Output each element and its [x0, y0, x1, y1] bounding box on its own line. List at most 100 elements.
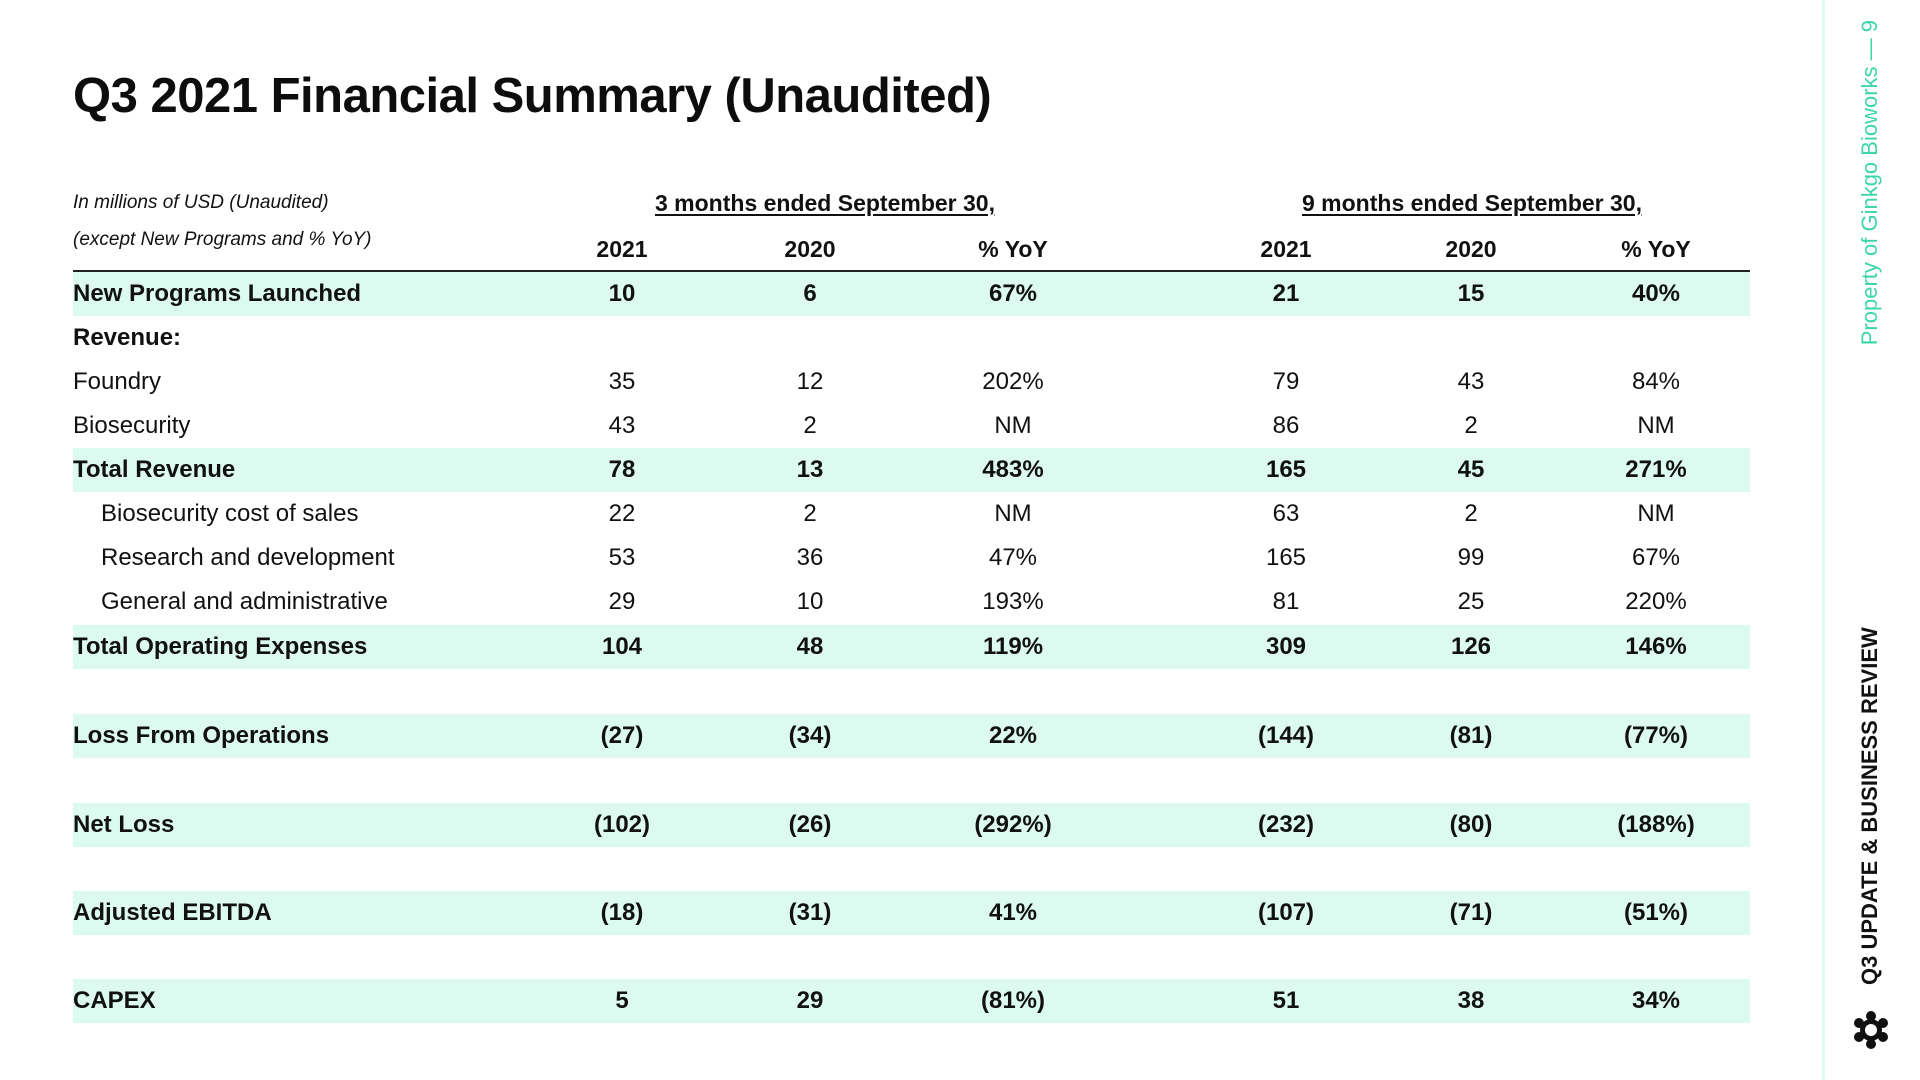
cell-9m-2021: (144) [1257, 722, 1315, 749]
col-header-3m-2021: 2021 [596, 236, 648, 262]
cell-3m-yoy: 22% [988, 722, 1038, 749]
cell-3m-yoy: 47% [988, 544, 1038, 571]
table-row-biosecurity-cost-of-sales: Biosecurity cost of sales 22 2 NM 63 2 N… [73, 492, 1750, 536]
cell-3m-2021: 53 [608, 544, 636, 571]
cell-3m-2021: 35 [608, 368, 636, 395]
cell-3m-2021: 29 [608, 588, 636, 615]
col-header-9m-2020: 2020 [1445, 236, 1497, 262]
cell-9m-2021: 165 [1265, 544, 1307, 571]
cell-3m-yoy: NM [994, 500, 1032, 527]
units-note-exceptions: (except New Programs and % YoY) [73, 229, 372, 250]
cell-3m-yoy: NM [994, 412, 1032, 439]
cell-3m-2020: 13 [796, 456, 824, 483]
row-label: Loss From Operations [73, 722, 330, 749]
ginkgo-logo-icon [1854, 1011, 1888, 1049]
cell-3m-2020: (31) [788, 899, 832, 926]
cell-9m-2020: 15 [1457, 280, 1485, 307]
cell-9m-2021: 51 [1272, 987, 1300, 1014]
cell-9m-yoy: 40% [1631, 280, 1681, 307]
cell-9m-2020: 2 [1464, 500, 1478, 527]
table-row-adjusted-ebitda: Adjusted EBITDA (18) (31) 41% (107) (71)… [73, 891, 1750, 935]
cell-3m-yoy: 483% [982, 456, 1044, 483]
header-divider [73, 270, 1750, 272]
cell-9m-2020: 45 [1457, 456, 1485, 483]
table-row-loss-from-operations: Loss From Operations (27) (34) 22% (144)… [73, 714, 1750, 758]
cell-3m-yoy: (81%) [980, 987, 1046, 1014]
cell-3m-2021: 10 [608, 280, 636, 307]
cell-3m-yoy: (292%) [974, 811, 1052, 838]
cell-9m-2020: 43 [1457, 368, 1485, 395]
cell-3m-2021: 43 [608, 412, 636, 439]
cell-3m-yoy: 67% [988, 280, 1038, 307]
cell-9m-yoy: NM [1637, 412, 1675, 439]
three-months-heading: 3 months ended September 30, [655, 190, 995, 216]
table-row-biosecurity: Biosecurity 43 2 NM 86 2 NM [73, 404, 1750, 448]
cell-3m-2020: 10 [796, 588, 824, 615]
row-label: General and administrative [101, 588, 388, 615]
col-header-3m-2020: 2020 [784, 236, 836, 262]
row-label: Revenue: [73, 324, 182, 351]
cell-9m-2020: 126 [1450, 633, 1492, 660]
cell-3m-2021: (18) [600, 899, 644, 926]
cell-9m-yoy: 84% [1631, 368, 1681, 395]
cell-3m-yoy: 193% [982, 588, 1044, 615]
page-title: Q3 2021 Financial Summary (Unaudited) [73, 69, 992, 123]
cell-9m-2020: 99 [1457, 544, 1485, 571]
cell-3m-2021: 22 [608, 500, 636, 527]
table-row-general-administrative: General and administrative 29 10 193% 81… [73, 580, 1750, 624]
row-label: Biosecurity [73, 412, 191, 439]
row-label: Foundry [73, 368, 162, 395]
cell-9m-2020: 25 [1457, 588, 1485, 615]
cell-9m-yoy: 34% [1631, 987, 1681, 1014]
cell-9m-2020: (80) [1449, 811, 1493, 838]
table-row-total-revenue: Total Revenue 78 13 483% 165 45 271% [73, 448, 1750, 492]
row-label: CAPEX [73, 987, 156, 1014]
cell-3m-2020: 36 [796, 544, 824, 571]
cell-9m-2021: 165 [1265, 456, 1307, 483]
cell-3m-2021: 78 [608, 456, 636, 483]
table-row-net-loss: Net Loss (102) (26) (292%) (232) (80) (1… [73, 803, 1750, 847]
table-row-revenue-heading: Revenue: [73, 316, 1750, 360]
cell-3m-2020: (26) [788, 811, 832, 838]
cell-3m-2021: 5 [615, 987, 629, 1014]
table-row-total-operating-expenses: Total Operating Expenses 104 48 119% 309… [73, 625, 1750, 669]
cell-3m-2020: 29 [796, 987, 824, 1014]
units-note: In millions of USD (Unaudited) [73, 192, 329, 213]
row-label: Adjusted EBITDA [73, 899, 272, 926]
cell-3m-2021: (102) [593, 811, 651, 838]
cell-9m-2021: 79 [1272, 368, 1300, 395]
table-row-new-programs: New Programs Launched 10 6 67% 21 15 40% [73, 272, 1750, 316]
cell-9m-2021: 63 [1272, 500, 1300, 527]
cell-3m-yoy: 119% [982, 633, 1044, 660]
sidebar-property-text: Property of Ginkgo Bioworks — 9 [1857, 20, 1882, 346]
sidebar [1822, 0, 1920, 1080]
cell-9m-yoy: 67% [1631, 544, 1681, 571]
cell-9m-yoy: 271% [1625, 456, 1687, 483]
cell-3m-yoy: 41% [988, 899, 1038, 926]
cell-3m-2020: 12 [796, 368, 824, 395]
cell-9m-2021: 86 [1272, 412, 1300, 439]
row-label: Total Operating Expenses [73, 633, 368, 660]
col-header-9m-yoy: % YoY [1621, 236, 1691, 262]
cell-9m-2020: 38 [1457, 987, 1485, 1014]
cell-9m-yoy: (188%) [1617, 811, 1695, 838]
cell-9m-2021: (107) [1257, 899, 1315, 926]
cell-3m-2020: 6 [803, 280, 817, 307]
cell-3m-2021: 104 [601, 633, 643, 660]
cell-9m-2021: 309 [1265, 633, 1307, 660]
cell-9m-2021: (232) [1257, 811, 1315, 838]
row-label: Biosecurity cost of sales [101, 500, 359, 527]
col-header-9m-2021: 2021 [1260, 236, 1312, 262]
cell-9m-2021: 81 [1272, 588, 1300, 615]
cell-3m-2020: 2 [803, 412, 817, 439]
cell-9m-yoy: 220% [1625, 588, 1687, 615]
sidebar-section-title: Q3 UPDATE & BUSINESS REVIEW [1857, 627, 1882, 985]
row-label: Net Loss [73, 811, 175, 838]
table-row-research-development: Research and development 53 36 47% 165 9… [73, 536, 1750, 580]
cell-9m-yoy: (51%) [1623, 899, 1689, 926]
col-header-3m-yoy: % YoY [978, 236, 1048, 262]
table-row-capex: CAPEX 5 29 (81%) 51 38 34% [73, 979, 1750, 1023]
cell-3m-2020: 2 [803, 500, 817, 527]
cell-3m-2020: 48 [796, 633, 824, 660]
cell-9m-yoy: 146% [1625, 633, 1687, 660]
